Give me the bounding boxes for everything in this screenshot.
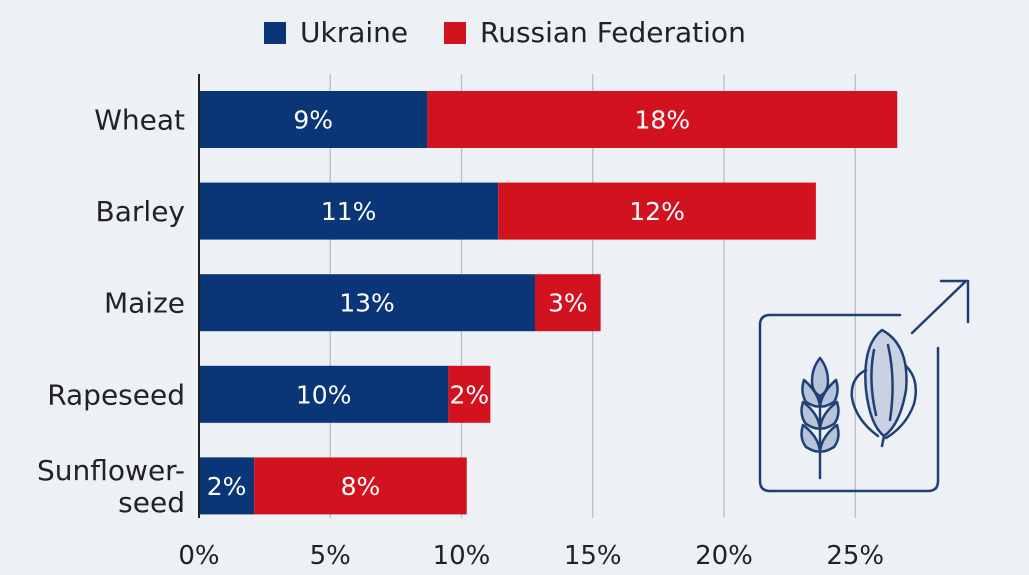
axis-layer: 0% 5% 10% 15% 20% 25% Wheat Barley Maize Rapeseed…: [37, 74, 884, 571]
legend-swatch: [444, 22, 466, 44]
category-label: Barley: [96, 195, 185, 228]
category-label: Sunflower-: [37, 454, 185, 487]
bar-value-label: 3%: [548, 289, 588, 318]
bar-ukraine: [199, 91, 428, 148]
corn-cob: [850, 328, 917, 448]
bar-russia: [448, 365, 491, 423]
x-tick-label: 15%: [564, 541, 622, 571]
icon-arrow-head: [939, 279, 970, 324]
x-tick-label: 10%: [433, 541, 491, 571]
x-tick-label: 5%: [310, 541, 351, 571]
bar-russia: [498, 182, 816, 240]
bar-value-label: 8%: [341, 472, 381, 501]
bar-ukraine: [199, 365, 449, 423]
bar-value-label: 12%: [629, 197, 685, 226]
bar-ukraine: [199, 457, 255, 515]
wheat-ear: [800, 356, 840, 480]
x-tick-label: 0%: [178, 541, 219, 571]
category-label: seed: [118, 486, 185, 519]
legend-label: Ukraine: [300, 16, 408, 49]
bars-layer: [199, 91, 898, 515]
labels-layer: 9% 18% 11% 12% 13% 3% 10% 2% 2% 8%: [207, 106, 690, 501]
bar-russia: [427, 91, 898, 148]
bar-value-label: 9%: [293, 106, 333, 135]
bar-value-label: 11%: [321, 197, 377, 226]
bar-value-label: 13%: [339, 289, 395, 318]
bar-ukraine: [199, 274, 535, 332]
x-tick-label: 20%: [695, 541, 753, 571]
bar-ukraine: [199, 182, 499, 240]
legend: Ukraine Russian Federation: [264, 16, 746, 49]
grain-wheat-corn-icon: [758, 279, 970, 493]
icon-frame: [758, 313, 940, 493]
category-label: Wheat: [94, 104, 185, 137]
icon-arrow-shaft: [910, 279, 968, 335]
category-label: Maize: [104, 287, 185, 320]
category-label: Rapeseed: [47, 378, 185, 411]
bar-value-label: 2%: [450, 380, 490, 409]
x-tick-label: 25%: [826, 541, 884, 571]
bar-value-label: 18%: [635, 106, 691, 135]
bar-russia: [535, 274, 601, 332]
bar-russia: [254, 457, 467, 515]
bar-value-label: 10%: [296, 380, 352, 409]
legend-label: Russian Federation: [480, 16, 746, 49]
legend-swatch: [264, 22, 286, 44]
bar-value-label: 2%: [207, 472, 247, 501]
